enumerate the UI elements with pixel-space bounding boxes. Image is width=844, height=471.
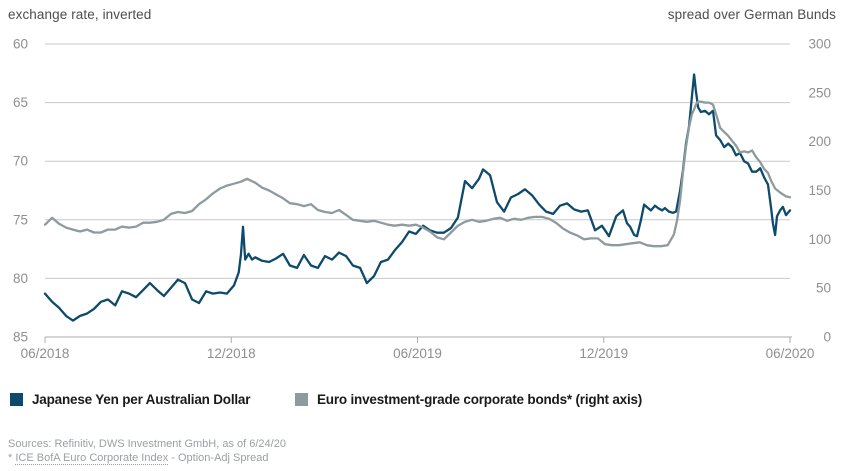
right-axis-tick-label: 200	[808, 134, 831, 149]
left-axis-tick-label: 70	[13, 154, 28, 169]
x-axis-tick-label: 06/2018	[21, 346, 70, 361]
left-axis-title: exchange rate, inverted	[8, 7, 152, 22]
footnote-suffix: - Option-Adj Spread	[168, 452, 269, 464]
legend: Japanese Yen per Australian Dollar Euro …	[0, 391, 844, 409]
right-axis-tick-label: 50	[816, 281, 831, 296]
left-axis-tick-label: 60	[13, 37, 28, 52]
right-axis-title: spread over German Bunds	[667, 7, 836, 22]
series-line-yen-per-aud	[43, 73, 792, 322]
line-chart-canvas: 60 65 70 75 80 85 300 250 200 150 100 50 0 06/2018 12/…	[13, 37, 831, 362]
index-link[interactable]: ICE BofA Euro Corporate Index	[15, 452, 169, 465]
sources-line: Sources: Refinitiv, DWS Investment GmbH,…	[8, 438, 286, 450]
right-axis-tick-label: 0	[823, 330, 831, 345]
x-axis-tick-label: 06/2019	[393, 346, 442, 361]
legend-item-euro-ig-bonds: Euro investment-grade corporate bonds* (…	[295, 391, 642, 407]
footnote-prefix: *	[8, 452, 16, 464]
series-swatch-gray	[295, 392, 308, 406]
series-swatch-blue	[10, 392, 23, 406]
series-line-euro-ig-spread	[43, 100, 792, 248]
left-axis-tick-label: 75	[13, 212, 28, 227]
x-axis-tick-label: 12/2018	[207, 346, 256, 361]
right-axis-tick-label: 150	[808, 183, 831, 198]
right-axis-tick-label: 250	[808, 85, 831, 100]
legend-label: Euro investment-grade corporate bonds* (…	[317, 391, 643, 407]
legend-label: Japanese Yen per Australian Dollar	[32, 391, 251, 407]
footnote-line: * ICE BofA Euro Corporate Index - Option…	[8, 451, 286, 465]
x-axis-tick-label: 06/2020	[766, 346, 815, 361]
left-axis-tick-label: 85	[13, 330, 28, 345]
footer: Sources: Refinitiv, DWS Investment GmbH,…	[8, 437, 286, 465]
right-axis-tick-label: 100	[808, 232, 831, 247]
x-axis-tick-label: 12/2019	[579, 346, 628, 361]
legend-item-yen-per-aud: Japanese Yen per Australian Dollar	[10, 391, 250, 407]
right-axis-tick-label: 300	[808, 37, 831, 52]
left-axis-tick-label: 65	[13, 95, 28, 110]
left-axis-tick-label: 80	[13, 271, 28, 286]
